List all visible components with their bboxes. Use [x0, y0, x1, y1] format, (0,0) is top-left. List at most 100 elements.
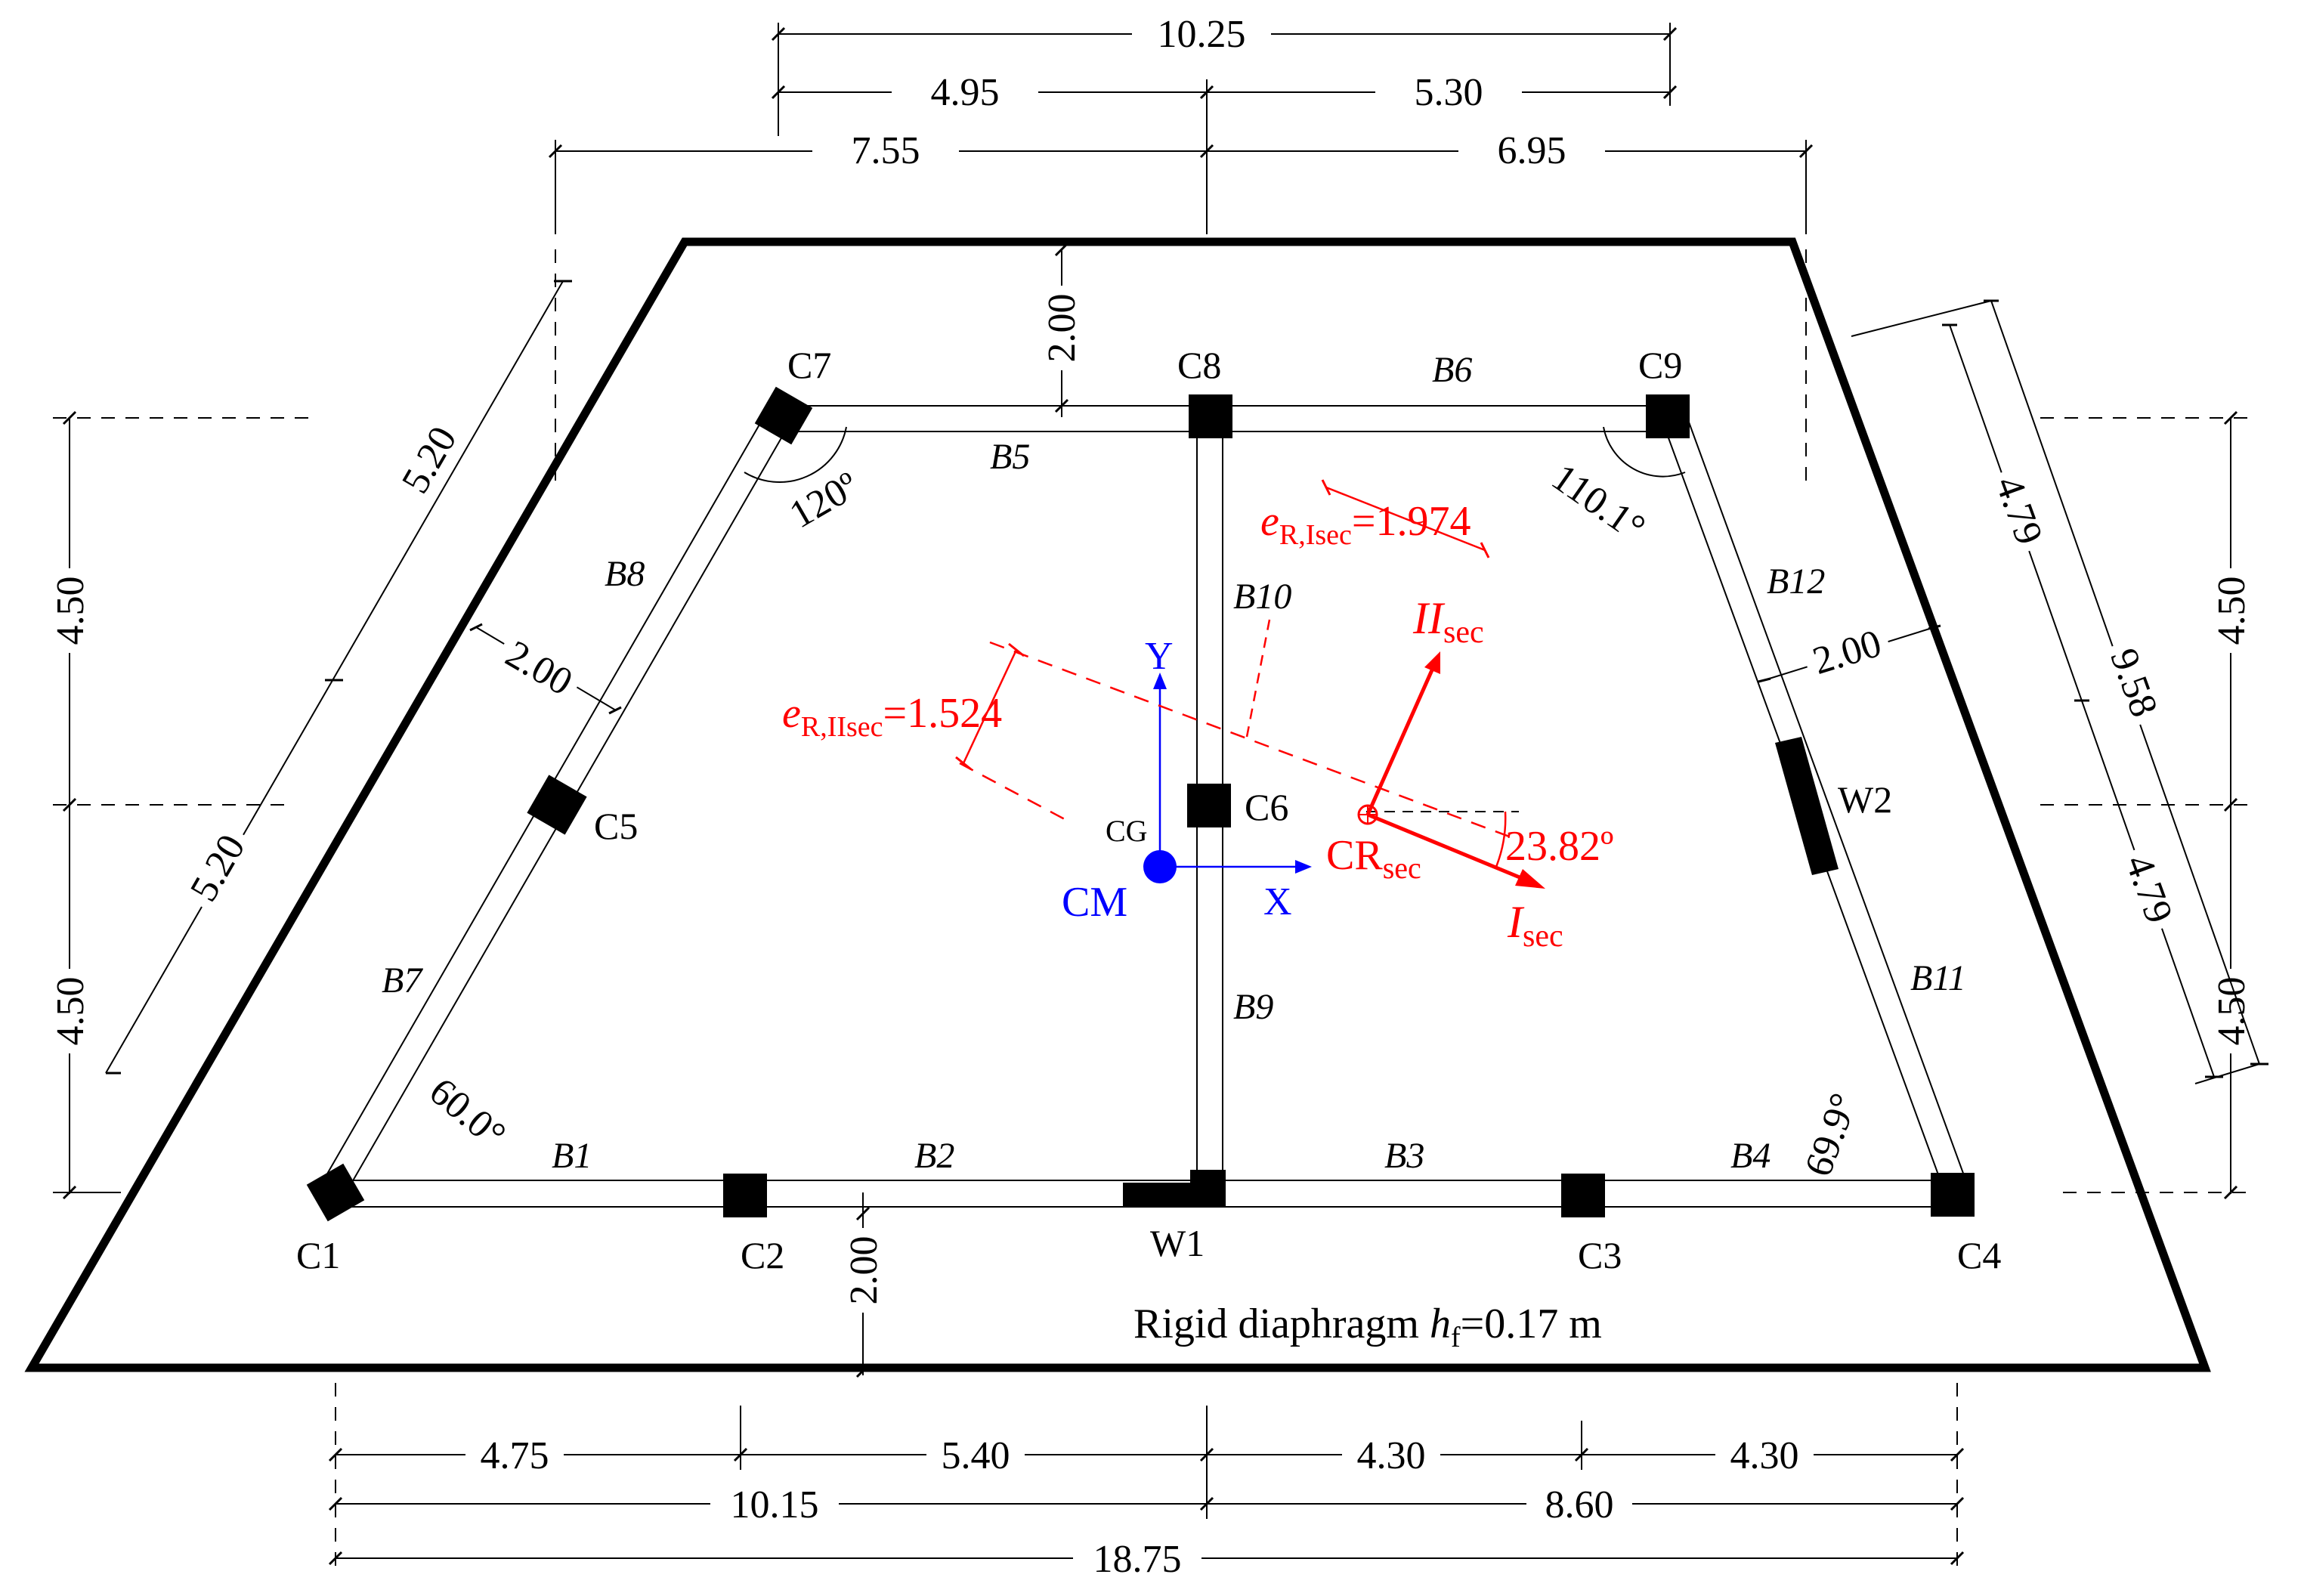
axis-x-label: X: [1263, 880, 1292, 923]
label-b10: B10: [1233, 577, 1291, 617]
cg-label: CG: [1106, 814, 1148, 848]
dim-bottom-1: 4.75: [481, 1434, 549, 1477]
dim-slant-right-lower: 4.79: [2117, 849, 2181, 929]
label-b1: B1: [552, 1136, 592, 1176]
center-of-mass-marker: [1143, 850, 1177, 883]
top-offset-dimension: 2.00: [1041, 242, 1084, 417]
dim-slant-right-offset: 2.00: [1808, 622, 1887, 683]
dim-bottom-3: 4.30: [1357, 1434, 1426, 1477]
caption-symbol: h: [1430, 1301, 1451, 1347]
cr-label: CRsec: [1326, 832, 1421, 885]
dim-top-left: 4.95: [931, 71, 1000, 114]
column-labels: C1 C2 C3 C4 C5 C6 C7 C8 C9 W1 W2: [296, 344, 2001, 1276]
beam-labels: B1 B2 B3 B4 B5 B6 B7 B8 B9 B10 B11 B12: [382, 350, 1966, 1176]
axis-ii-sub: sec: [1443, 615, 1484, 650]
cr-angle-label: 23.82º: [1505, 823, 1613, 870]
dim-bottom-right-total: 8.60: [1545, 1483, 1614, 1526]
angle-label-c4: 69.9°: [1797, 1088, 1866, 1183]
column-c2: [723, 1174, 767, 1217]
dim-right-upper: 4.50: [2210, 577, 2253, 645]
caption-value: =0.17 m: [1461, 1301, 1602, 1347]
label-c3: C3: [1578, 1234, 1622, 1276]
e-isec-sub: R,Isec: [1279, 519, 1352, 551]
axis-i-label: Isec: [1507, 897, 1563, 954]
angle-arc-c7: [744, 426, 847, 483]
column-c8: [1189, 394, 1232, 438]
dim-top-offset: 2.00: [1041, 294, 1084, 363]
label-c5: C5: [594, 805, 638, 847]
angle-arc-c9: [1603, 426, 1686, 478]
dim-bottom-left-total: 10.15: [731, 1483, 819, 1526]
e-isec-symbol: e: [1260, 498, 1279, 545]
column-c7: [754, 386, 813, 445]
dim-slant-right-total: 9.58: [2101, 643, 2166, 722]
label-c1: C1: [296, 1234, 340, 1276]
axis-y-label: Y: [1145, 635, 1174, 678]
label-c8: C8: [1177, 344, 1221, 386]
label-b11: B11: [1910, 958, 1966, 998]
dim-left-lower: 4.50: [49, 977, 92, 1046]
caption-sub: f: [1451, 1322, 1461, 1353]
left-slant-dimensions: 5.20 5.20 2.00: [105, 280, 622, 1075]
label-b7: B7: [382, 960, 423, 1001]
label-w2: W2: [1838, 778, 1892, 821]
column-c6: [1187, 784, 1231, 827]
dim-top-total: 10.25: [1158, 13, 1246, 56]
label-b12: B12: [1767, 561, 1825, 602]
label-b4: B4: [1730, 1136, 1771, 1176]
label-b8: B8: [605, 554, 645, 594]
slab-outline: [24, 237, 2211, 1372]
axis-ii-main: II: [1412, 593, 1446, 643]
dim-bottom-2: 5.40: [942, 1434, 1010, 1477]
dim-bottom-offset: 2.00: [843, 1236, 886, 1305]
axis-ii-label: IIsec: [1412, 593, 1484, 650]
dim-bottom-total: 18.75: [1093, 1538, 1182, 1581]
e-isec-value: =1.974: [1352, 498, 1471, 545]
label-b5: B5: [990, 437, 1030, 477]
cr-main: CR: [1326, 832, 1383, 879]
label-c9: C9: [1638, 344, 1682, 386]
axis-i-sub: sec: [1523, 919, 1563, 954]
dim-left-upper: 4.50: [49, 577, 92, 645]
label-w1: W1: [1150, 1222, 1205, 1264]
e-iisec-value: =1.524: [883, 690, 1003, 737]
e-iisec-sub: R,IIsec: [801, 711, 883, 743]
caption-prefix: Rigid diaphragm: [1133, 1301, 1430, 1347]
cr-sub: sec: [1383, 851, 1421, 885]
column-c5: [527, 775, 587, 835]
dim-top2-left: 7.55: [852, 129, 920, 172]
e-iisec-symbol: e: [782, 690, 801, 737]
cm-label: CM: [1062, 879, 1127, 926]
axis-i-main: I: [1507, 897, 1525, 947]
label-c4: C4: [1957, 1234, 2001, 1276]
bottom-dimensions: 4.75 5.40 4.30 4.30 10.15 8.60 18.75: [328, 1383, 1965, 1581]
bottom-offset-dimension: 2.00: [842, 1192, 886, 1378]
column-c3: [1561, 1174, 1605, 1217]
angle-label-c1: 60.0°: [421, 1070, 513, 1158]
caption: Rigid diaphragm hf=0.17 m: [1133, 1301, 1602, 1353]
label-c6: C6: [1245, 786, 1288, 828]
label-b3: B3: [1384, 1136, 1424, 1176]
dim-top-right: 5.30: [1415, 71, 1483, 114]
dim-top2-right: 6.95: [1498, 129, 1566, 172]
right-slant-dimensions: 4.79 4.79 9.58 2.00: [1758, 299, 2268, 1084]
label-b6: B6: [1432, 350, 1472, 390]
wall-w2: [1775, 737, 1839, 875]
column-c4: [1931, 1173, 1975, 1217]
column-c9: [1646, 394, 1690, 438]
angle-label-c7: 120º: [783, 464, 866, 537]
dim-right-lower: 4.50: [2210, 977, 2253, 1046]
e-isec-label: eR,Isec=1.974: [1260, 498, 1471, 551]
label-c7: C7: [787, 344, 831, 386]
e-iisec-label: eR,IIsec=1.524: [782, 690, 1002, 743]
center-of-mass-group: CG CM Y X: [1062, 635, 1312, 926]
label-b9: B9: [1233, 987, 1273, 1027]
label-b2: B2: [914, 1136, 954, 1176]
dim-bottom-4: 4.30: [1730, 1434, 1799, 1477]
column-c1: [306, 1163, 365, 1222]
label-c2: C2: [741, 1234, 784, 1276]
wall-w1: [1123, 1170, 1226, 1207]
center-of-resistance-group: CRsec 23.82º eR,Isec=1.974 eR,IIsec=1.52…: [782, 479, 1613, 954]
left-dimensions: 4.50 4.50: [48, 410, 310, 1200]
